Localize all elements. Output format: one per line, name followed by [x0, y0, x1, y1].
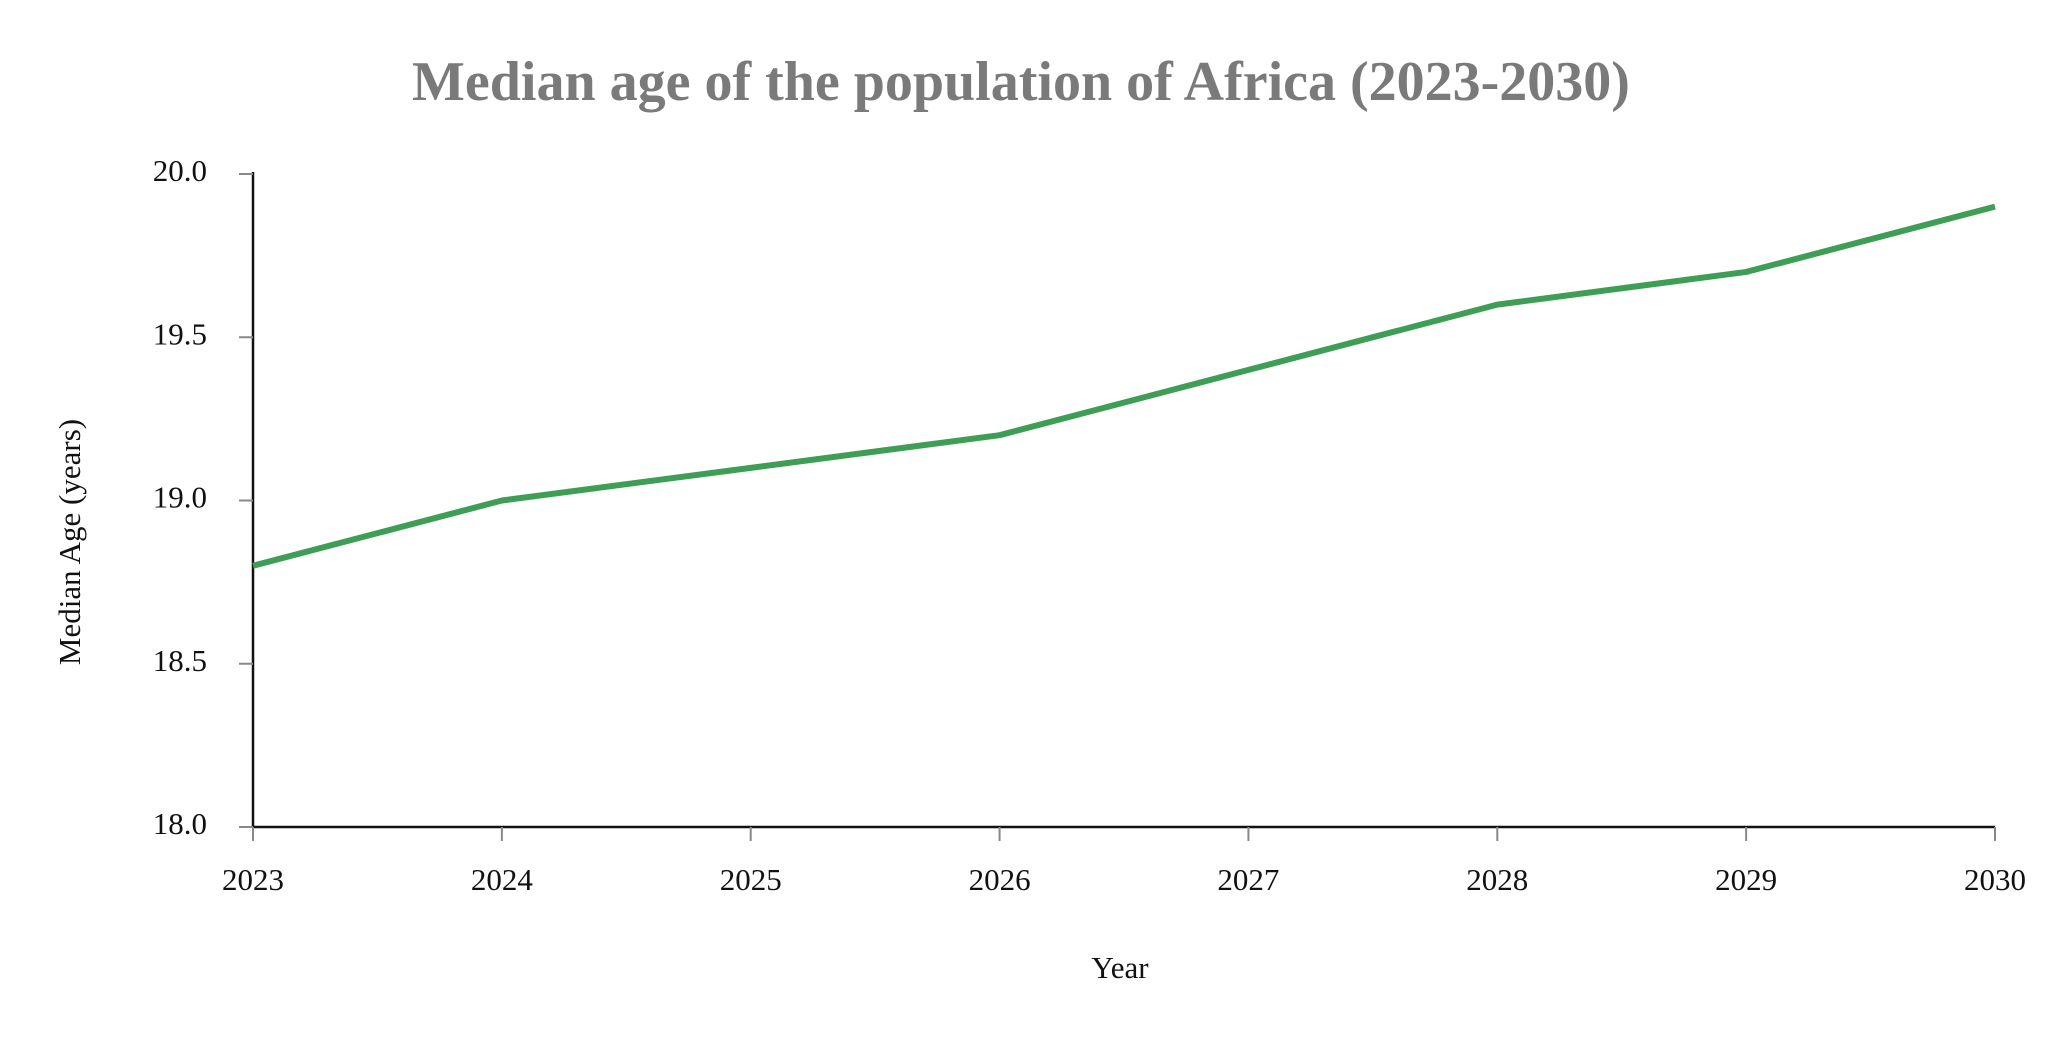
y-tick-label: 20.0: [153, 153, 207, 188]
x-tick-label: 2026: [969, 862, 1031, 897]
x-tick-label: 2030: [1964, 862, 2026, 897]
x-tick-label: 2028: [1466, 862, 1528, 897]
x-tick-label: 2027: [1217, 862, 1279, 897]
data-line: [252, 203, 1996, 569]
x-tick-label: 2029: [1715, 862, 1777, 897]
y-tick-label: 19.5: [153, 316, 207, 351]
x-tick-label: 2025: [720, 862, 782, 897]
y-tick-label: 19.0: [153, 480, 207, 515]
y-axis-label: Median Age (years): [52, 419, 87, 665]
x-tick-label: 2024: [471, 862, 534, 897]
y-tick-label: 18.5: [153, 643, 207, 678]
x-tick-label: 2023: [222, 862, 284, 897]
y-tick-label: 18.0: [153, 806, 207, 841]
x-axis-label: Year: [1091, 950, 1149, 985]
chart-title: Median age of the population of Africa (…: [412, 51, 1630, 113]
